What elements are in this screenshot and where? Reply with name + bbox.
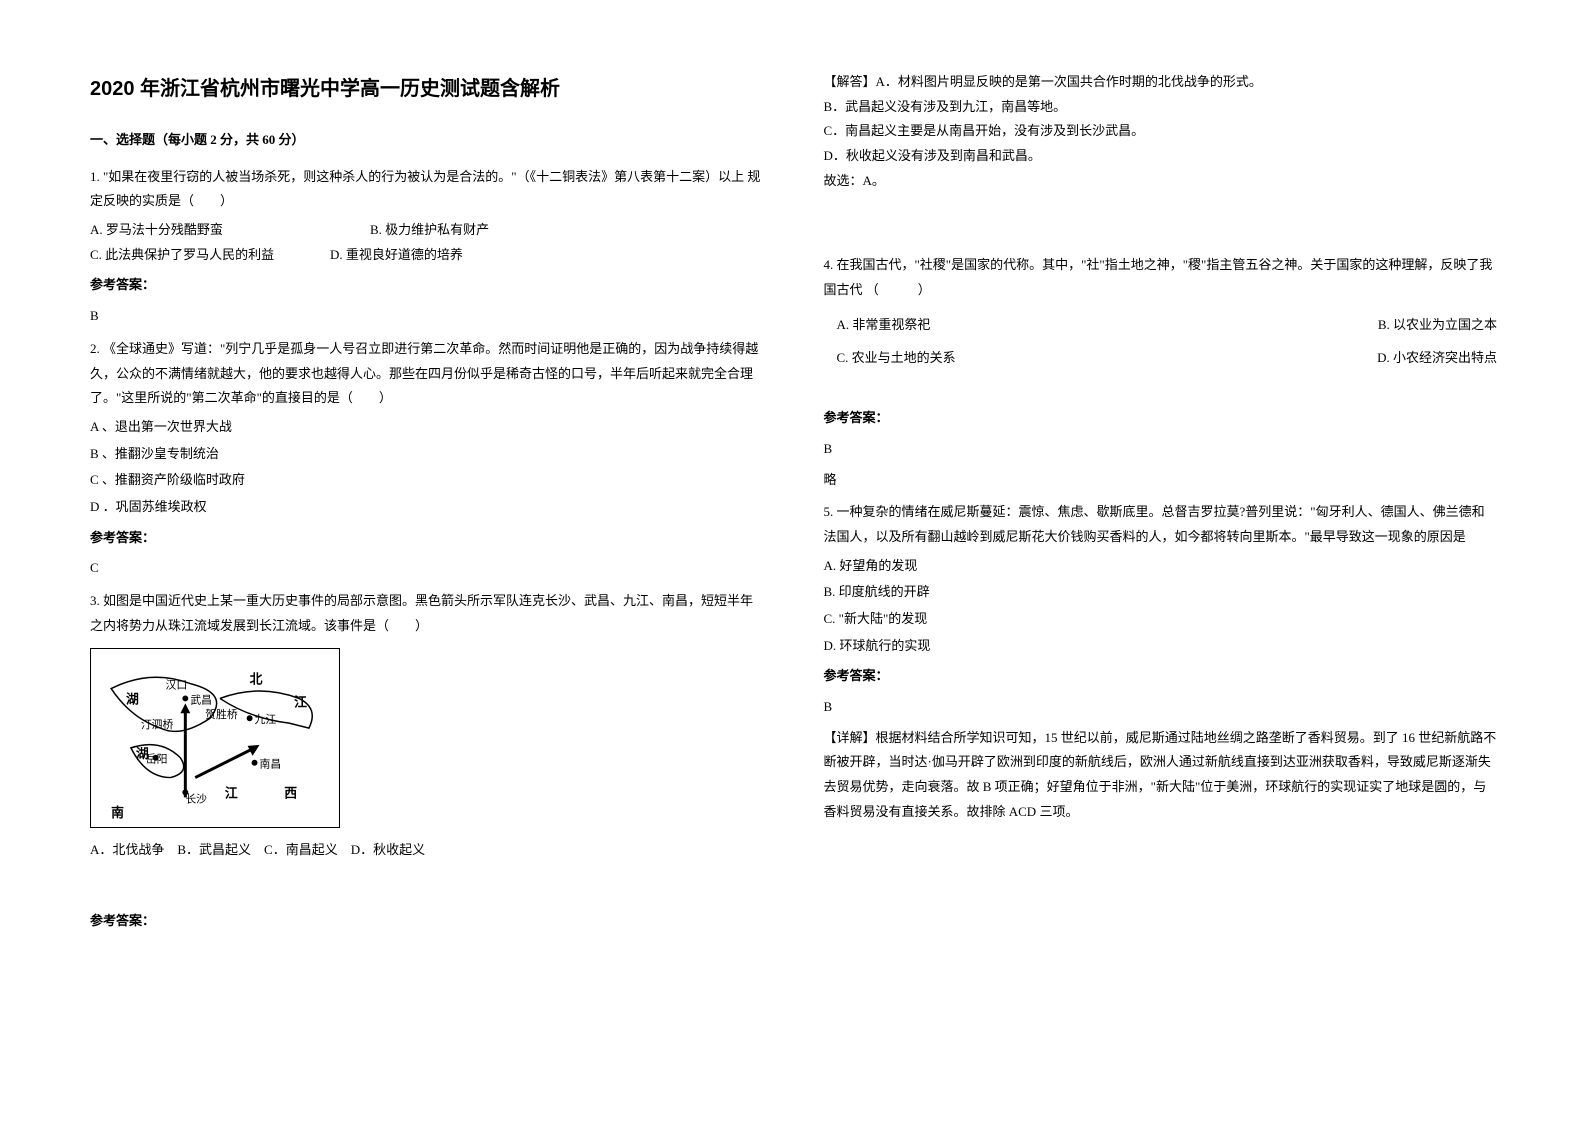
q3-text: 3. 如图是中国近代史上某一重大历史事件的局部示意图。黑色箭头所示军队连克长沙、… <box>90 589 764 638</box>
q4-option-d: D. 小农经济突出特点 <box>1377 346 1497 371</box>
label-heshengqiao: 贺胜桥 <box>205 708 238 722</box>
q5-answer-label: 参考答案： <box>824 664 1498 689</box>
q4-option-b: B. 以农业为立国之本 <box>1378 313 1497 338</box>
q3-conclusion: 故选：A。 <box>824 169 1498 194</box>
question-4: 4. 在我国古代，"社稷"是国家的代称。其中，"社"指土地之神，"稷"指主管五谷… <box>824 253 1498 492</box>
q1-answer: B <box>90 304 764 329</box>
q2-text: 2. 《全球通史》写道："列宁几乎是孤身一人号召立即进行第二次革命。然而时间证明… <box>90 337 764 411</box>
q4-option-c: C. 农业与土地的关系 <box>824 346 956 371</box>
q5-detail: 【详解】根据材料结合所学知识可知，15 世纪以前，威尼斯通过陆地丝绸之路垄断了香… <box>824 726 1498 825</box>
q3-options: A．北伐战争 B．武昌起义 C．南昌起义 D．秋收起义 <box>90 838 764 863</box>
q1-option-c: C. 此法典保护了罗马人民的利益 <box>90 243 310 268</box>
question-3: 3. 如图是中国近代史上某一重大历史事件的局部示意图。黑色箭头所示军队连克长沙、… <box>90 589 764 934</box>
label-xi: 西 <box>284 787 297 801</box>
label-bei: 北 <box>250 673 263 687</box>
q2-option-a: A 、退出第一次世界大战 <box>90 415 764 440</box>
q2-answer: C <box>90 556 764 581</box>
label-nanchang: 南昌 <box>260 758 282 771</box>
q3-explain-b: B．武昌起义没有涉及到九江，南昌等地。 <box>824 95 1498 120</box>
right-column: 【解答】A．材料图片明显反映的是第一次国共合作时期的北伐战争的形式。 B．武昌起… <box>824 70 1498 942</box>
q3-answer-label: 参考答案： <box>90 909 764 934</box>
label-jiang: 江 <box>294 695 307 710</box>
q3-explain-c: C．南昌起义主要是从南昌开始，没有涉及到长沙武昌。 <box>824 119 1498 144</box>
q5-text: 5. 一种复杂的情绪在威尼斯蔓延：震惊、焦虑、歇斯底里。总督吉罗拉莫?普列里说：… <box>824 500 1498 549</box>
label-hu2: 湖 <box>136 747 149 761</box>
q4-option-a: A. 非常重视祭祀 <box>824 313 931 338</box>
q1-answer-label: 参考答案： <box>90 273 764 298</box>
q5-option-b: B. 印度航线的开辟 <box>824 580 1498 605</box>
q5-option-c: C. "新大陆"的发现 <box>824 607 1498 632</box>
q1-option-a: A. 罗马法十分残酷野蛮 <box>90 218 350 243</box>
label-nan: 南 <box>111 805 124 820</box>
map-diagram: 汉口 武昌 贺胜桥 汀泗桥 九江 岳阳 南昌 长沙 南 北 湖 湖 江 江 西 <box>90 648 340 828</box>
q2-option-d: D ．巩固苏维埃政权 <box>90 495 764 520</box>
label-jiang2: 江 <box>225 786 238 801</box>
q1-option-b: B. 极力维护私有财产 <box>370 218 489 243</box>
q4-answer: B <box>824 437 1498 462</box>
question-1: 1. "如果在夜里行窃的人被当场杀死，则这种杀人的行为被认为是合法的。"（《十二… <box>90 165 764 329</box>
question-5: 5. 一种复杂的情绪在威尼斯蔓延：震惊、焦虑、歇斯底里。总督吉罗拉莫?普列里说：… <box>824 500 1498 824</box>
label-yueyang: 岳阳 <box>146 753 168 766</box>
q2-answer-label: 参考答案： <box>90 526 764 551</box>
q3-explain-a: 【解答】A．材料图片明显反映的是第一次国共合作时期的北伐战争的形式。 <box>824 70 1498 95</box>
q2-option-b: B 、推翻沙皇专制统治 <box>90 442 764 467</box>
label-changsha: 长沙 <box>185 793 207 806</box>
q4-answer-label: 参考答案： <box>824 406 1498 431</box>
label-jiujiang: 九江 <box>255 714 277 727</box>
q1-option-d: D. 重视良好道德的培养 <box>330 243 463 268</box>
q4-brief: 略 <box>824 468 1498 493</box>
q5-option-d: D. 环球航行的实现 <box>824 634 1498 659</box>
q3-explain-d: D．秋收起义没有涉及到南昌和武昌。 <box>824 144 1498 169</box>
q1-text: 1. "如果在夜里行窃的人被当场杀死，则这种杀人的行为被认为是合法的。"（《十二… <box>90 165 764 214</box>
label-hu: 湖 <box>126 693 139 707</box>
label-tingsiqiao: 汀泗桥 <box>141 718 174 731</box>
document-title: 2020 年浙江省杭州市曙光中学高一历史测试题含解析 <box>90 70 764 108</box>
label-hankou: 汉口 <box>166 679 188 692</box>
q5-option-a: A. 好望角的发现 <box>824 554 1498 579</box>
q2-option-c: C 、推翻资产阶级临时政府 <box>90 468 764 493</box>
section-header: 一、选择题（每小题 2 分，共 60 分） <box>90 128 764 153</box>
q5-answer: B <box>824 695 1498 720</box>
label-wuchang: 武昌 <box>190 694 212 707</box>
q4-text: 4. 在我国古代，"社稷"是国家的代称。其中，"社"指土地之神，"稷"指主管五谷… <box>824 253 1498 302</box>
left-column: 2020 年浙江省杭州市曙光中学高一历史测试题含解析 一、选择题（每小题 2 分… <box>90 70 764 942</box>
question-2: 2. 《全球通史》写道："列宁几乎是孤身一人号召立即进行第二次革命。然而时间证明… <box>90 337 764 581</box>
